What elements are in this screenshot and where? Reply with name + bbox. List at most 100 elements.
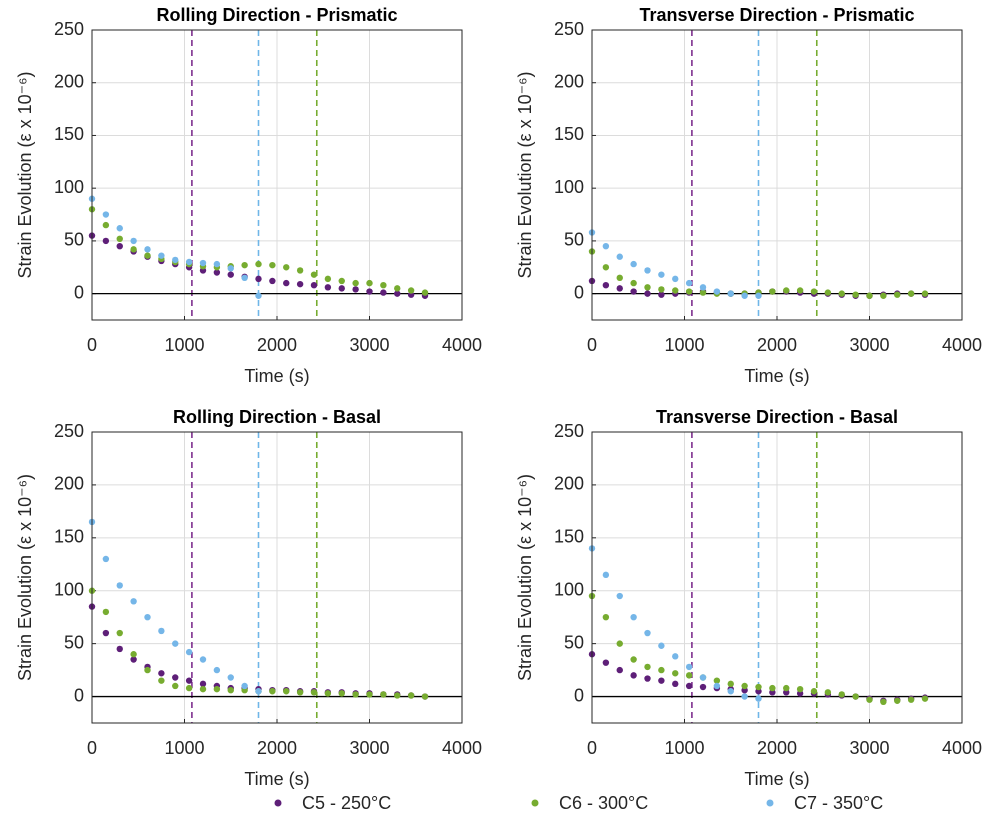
y-axis-label: Strain Evolution (ε x 10⁻⁶) [515, 71, 535, 278]
y-tick-label: 100 [54, 579, 84, 599]
y-tick-label: 150 [54, 527, 84, 547]
data-point [699, 674, 707, 681]
y-tick-label: 150 [554, 527, 584, 547]
data-point [921, 695, 929, 702]
data-point [616, 274, 623, 282]
y-tick-label: 200 [554, 474, 584, 494]
data-point [172, 640, 179, 647]
axes-box [91, 431, 463, 724]
data-point [644, 267, 651, 274]
data-point [366, 279, 373, 287]
data-point [880, 698, 887, 706]
y-tick-label: 50 [64, 230, 84, 250]
data-point [755, 292, 762, 299]
data-point [727, 680, 734, 688]
x-tick-label: 2000 [757, 335, 797, 355]
data-point [296, 689, 304, 696]
data-point [616, 592, 623, 600]
data-point [616, 666, 623, 674]
data-point [658, 291, 665, 298]
data-point [713, 682, 721, 690]
data-point [644, 290, 651, 297]
x-axis-label: Time (s) [744, 366, 809, 386]
data-point [658, 271, 665, 278]
data-point [158, 670, 165, 677]
data-point [838, 691, 845, 698]
data-point [672, 680, 679, 688]
y-axis-label: Strain Evolution (ε x 10⁻⁶) [15, 474, 35, 681]
data-point [116, 242, 123, 250]
data-point [630, 279, 637, 287]
x-tick-label: 4000 [442, 335, 482, 355]
data-point [769, 288, 776, 295]
data-point [741, 292, 748, 299]
data-point [255, 688, 262, 695]
data-point [407, 692, 415, 699]
y-tick-label: 250 [554, 421, 584, 441]
data-point [227, 271, 234, 278]
data-point [630, 613, 637, 621]
data-point [130, 237, 137, 245]
x-tick-label: 0 [87, 738, 97, 758]
x-tick-label: 2000 [257, 738, 297, 758]
y-tick-label: 100 [54, 177, 84, 197]
data-point [699, 284, 707, 291]
data-point [783, 287, 790, 294]
data-point [644, 663, 651, 671]
x-tick-label: 3000 [849, 738, 889, 758]
data-point [824, 689, 832, 696]
data-point [241, 274, 248, 282]
data-point [630, 656, 637, 663]
chart-title: Rolling Direction - Prismatic [156, 5, 397, 25]
data-point [755, 695, 762, 702]
x-tick-label: 2000 [257, 335, 297, 355]
y-tick-label: 100 [554, 177, 584, 197]
data-point [644, 629, 651, 637]
y-tick-label: 150 [554, 124, 584, 144]
data-point [324, 284, 332, 291]
data-point [907, 290, 915, 297]
data-point [755, 683, 762, 691]
data-point [394, 285, 401, 292]
data-point [630, 288, 637, 295]
data-point [616, 640, 623, 647]
y-axis-label: Strain Evolution (ε x 10⁻⁶) [515, 474, 535, 681]
data-point [894, 291, 901, 298]
y-tick-label: 50 [64, 632, 84, 652]
y-tick-label: 250 [554, 19, 584, 39]
data-point [741, 693, 748, 700]
x-tick-label: 1000 [664, 738, 704, 758]
data-point [796, 287, 804, 294]
data-point [894, 697, 901, 704]
data-point [269, 688, 276, 695]
data-point [185, 677, 193, 684]
y-tick-label: 100 [554, 579, 584, 599]
data-point [380, 691, 387, 698]
data-point [685, 682, 693, 690]
data-point [852, 291, 859, 298]
data-point [685, 288, 693, 295]
data-point [310, 271, 318, 278]
data-point [366, 691, 373, 698]
data-point [602, 242, 610, 250]
y-axis-label: Strain Evolution (ε x 10⁻⁶) [15, 71, 35, 278]
data-point [352, 691, 359, 698]
data-point [269, 261, 276, 269]
data-point [685, 663, 693, 671]
data-point [199, 259, 207, 267]
y-tick-label: 0 [74, 282, 84, 302]
data-point [213, 685, 221, 693]
legend-marker [766, 799, 774, 807]
data-point [310, 282, 318, 289]
data-point [394, 692, 401, 699]
y-tick-label: 250 [54, 19, 84, 39]
data-point [602, 264, 610, 271]
y-tick-label: 50 [564, 632, 584, 652]
x-tick-label: 3000 [349, 335, 389, 355]
data-point [213, 260, 221, 268]
data-point [713, 288, 721, 295]
data-point [130, 651, 137, 658]
x-tick-label: 0 [87, 335, 97, 355]
data-point [616, 253, 623, 260]
x-axis-label: Time (s) [744, 769, 809, 789]
